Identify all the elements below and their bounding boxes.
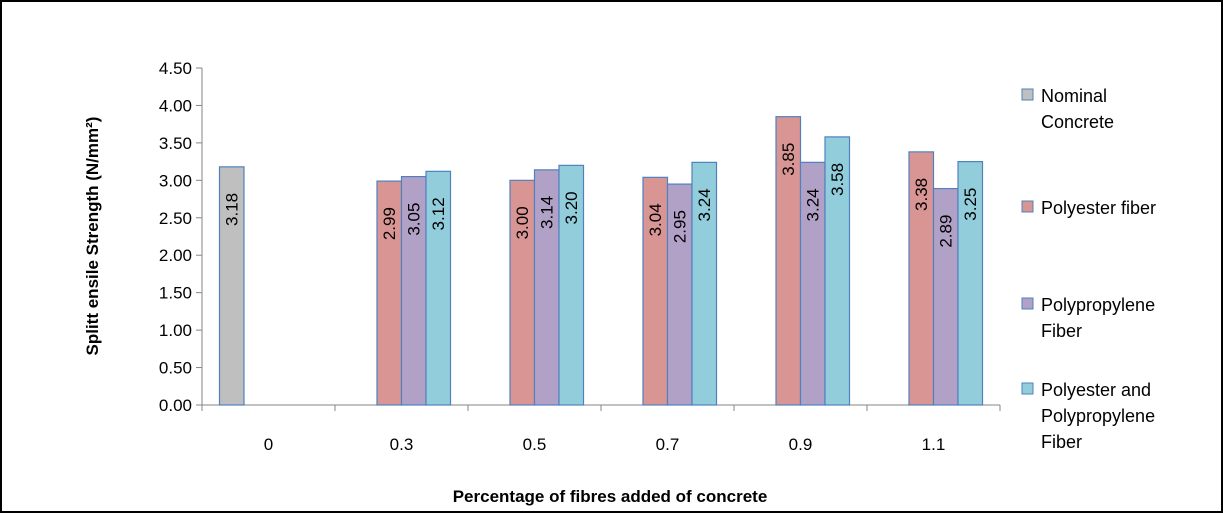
- data-label: 3.24: [804, 188, 823, 221]
- bar[interactable]: [908, 151, 935, 406]
- plot-area: 0.000.501.001.502.002.503.003.504.004.50…: [159, 59, 1001, 454]
- x-tick-label: 0.3: [390, 435, 414, 454]
- legend-label: Polypropylene: [1041, 295, 1155, 315]
- y-tick-label: 1.00: [159, 321, 192, 340]
- legend-item[interactable]: Polyester and Polypropylene Fiber: [1021, 380, 1155, 452]
- x-tick-label: 0: [264, 435, 273, 454]
- legend-label: Polyester fiber: [1041, 198, 1156, 218]
- legend-item[interactable]: Polypropylene Fiber: [1021, 295, 1155, 341]
- x-tick-label: 0.5: [523, 435, 547, 454]
- data-label: 3.05: [405, 203, 424, 236]
- data-label: 3.14: [538, 196, 557, 229]
- legend-label: Nominal: [1041, 86, 1107, 106]
- y-tick-label: 0.50: [159, 359, 192, 378]
- data-label: 3.12: [429, 197, 448, 230]
- y-tick-label: 3.50: [159, 134, 192, 153]
- y-tick-label: 2.00: [159, 246, 192, 265]
- bar[interactable]: [799, 161, 826, 406]
- data-label: 2.95: [671, 210, 690, 243]
- y-axis-title: Splitt ensile Strength (N/mm²): [83, 117, 102, 356]
- data-label: 3.04: [646, 203, 665, 236]
- bar[interactable]: [691, 161, 718, 406]
- data-label: 2.89: [937, 215, 956, 248]
- y-tick-label: 4.50: [159, 59, 192, 78]
- legend-item[interactable]: Polyester fiber: [1021, 198, 1156, 218]
- data-label: 3.20: [562, 191, 581, 224]
- bar[interactable]: [932, 187, 959, 406]
- legend-label: Polypropylene: [1041, 406, 1155, 426]
- y-tick-label: 2.50: [159, 209, 192, 228]
- legend-label: Polyester and: [1041, 380, 1151, 400]
- bar[interactable]: [400, 175, 427, 406]
- y-tick-label: 3.00: [159, 171, 192, 190]
- legend-item[interactable]: Nominal Concrete: [1021, 86, 1114, 132]
- bar[interactable]: [558, 164, 585, 406]
- data-label: 3.18: [223, 193, 242, 226]
- data-label: 3.38: [912, 178, 931, 211]
- x-axis-title: Percentage of fibres added of concrete: [453, 487, 768, 506]
- bar[interactable]: [775, 116, 802, 406]
- legend-label: Fiber: [1041, 432, 1082, 452]
- data-label: 3.58: [828, 163, 847, 196]
- legend-swatch: [1021, 200, 1034, 213]
- bar[interactable]: [425, 170, 452, 406]
- x-tick-label: 1.1: [922, 435, 946, 454]
- y-tick-label: 4.00: [159, 96, 192, 115]
- data-label: 2.99: [380, 207, 399, 240]
- legend-swatch: [1021, 382, 1034, 395]
- y-tick-label: 0.00: [159, 396, 192, 415]
- bar[interactable]: [218, 166, 245, 406]
- legend-label: Concrete: [1041, 112, 1114, 132]
- data-label: 3.00: [513, 206, 532, 239]
- data-label: 3.25: [961, 188, 980, 221]
- bar[interactable]: [533, 169, 560, 406]
- bar[interactable]: [666, 183, 693, 406]
- y-tick-label: 1.50: [159, 284, 192, 303]
- bar[interactable]: [957, 161, 984, 406]
- legend: Nominal Concrete Polyester fiber Polypropyl…: [1021, 86, 1156, 452]
- legend-label: Fiber: [1041, 321, 1082, 341]
- legend-swatch: [1021, 88, 1034, 101]
- legend-swatch: [1021, 297, 1034, 310]
- x-tick-label: 0.9: [789, 435, 813, 454]
- data-label: 3.24: [695, 188, 714, 221]
- bar[interactable]: [824, 136, 851, 406]
- data-label: 3.85: [779, 143, 798, 176]
- x-tick-label: 0.7: [656, 435, 680, 454]
